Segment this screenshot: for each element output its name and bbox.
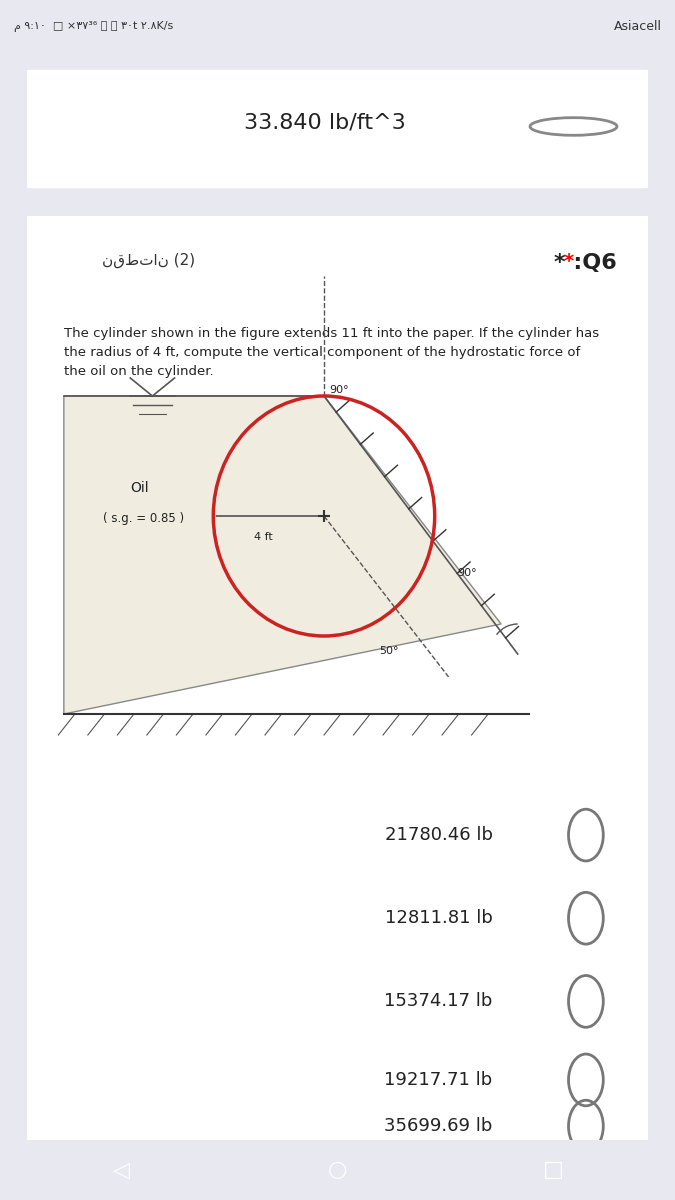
Text: م ۹:۱۰  □ ×۳۷³⁶ 📶 🔔 ۳۰t ۲.۸K/s: م ۹:۱۰ □ ×۳۷³⁶ 📶 🔔 ۳۰t ۲.۸K/s <box>14 22 173 32</box>
Text: 50°: 50° <box>379 646 399 656</box>
Text: The cylinder shown in the figure extends 11 ft into the paper. If the cylinder h: The cylinder shown in the figure extends… <box>64 326 599 378</box>
Text: نقطتان (2): نقطتان (2) <box>101 253 194 269</box>
Text: ( s.g. = 0.85 ): ( s.g. = 0.85 ) <box>103 512 184 526</box>
Text: □: □ <box>543 1160 564 1180</box>
Text: 4 ft: 4 ft <box>254 532 273 542</box>
FancyBboxPatch shape <box>21 211 654 1150</box>
Polygon shape <box>64 396 501 714</box>
Text: Asiacell: Asiacell <box>614 20 662 34</box>
Text: 19217.71 lb: 19217.71 lb <box>385 1070 493 1088</box>
Text: 33.840 lb/ft^3: 33.840 lb/ft^3 <box>244 113 406 133</box>
Text: 21780.46 lb: 21780.46 lb <box>385 826 493 844</box>
Text: 90°: 90° <box>457 568 477 578</box>
Text: 15374.17 lb: 15374.17 lb <box>384 992 493 1010</box>
FancyBboxPatch shape <box>21 70 654 188</box>
Text: * :Q6: * :Q6 <box>554 253 617 272</box>
Text: 12811.81 lb: 12811.81 lb <box>385 910 493 928</box>
Text: Oil: Oil <box>130 481 149 494</box>
Text: ◁: ◁ <box>113 1160 130 1180</box>
Text: 90°: 90° <box>329 385 349 395</box>
Text: *: * <box>564 252 574 271</box>
Text: ○: ○ <box>328 1160 347 1180</box>
Text: 35699.69 lb: 35699.69 lb <box>384 1117 493 1135</box>
